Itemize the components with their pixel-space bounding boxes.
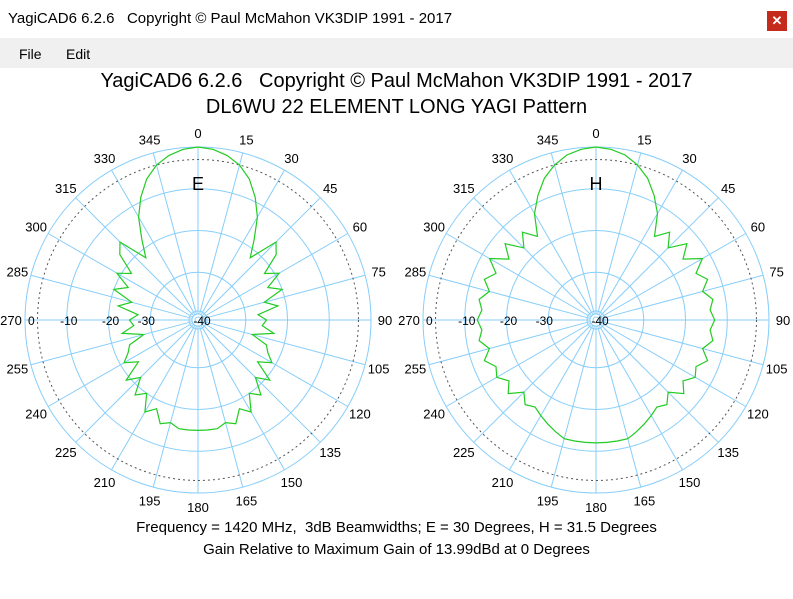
angle-label: 150 — [679, 475, 701, 490]
angle-label: 105 — [368, 361, 390, 376]
chart-header-title: YagiCAD6 6.2.6 Copyright © Paul McMahon … — [100, 70, 693, 92]
angle-label: 240 — [25, 407, 47, 422]
title-bar: YagiCAD6 6.2.6 Copyright © Paul McMahon … — [0, 0, 793, 38]
angle-label: 150 — [281, 475, 303, 490]
angle-label: 315 — [55, 181, 77, 196]
angle-label: 315 — [453, 181, 475, 196]
angle-label: 255 — [405, 361, 427, 376]
halfpower-ring — [435, 159, 757, 481]
ring-label: -40 — [591, 314, 609, 328]
chart-footer-gain: Gain Relative to Maximum Gain of 13.99dB… — [203, 541, 590, 558]
grid-ring — [464, 188, 728, 452]
grid-ring — [589, 313, 603, 327]
grid-ring-inner — [194, 316, 202, 324]
angle-label: 225 — [55, 445, 77, 460]
angle-label: 195 — [139, 494, 161, 509]
angle-label: 195 — [537, 494, 559, 509]
grid-ring — [506, 230, 686, 410]
angle-label: 330 — [94, 151, 116, 166]
angle-label: 135 — [717, 445, 739, 460]
window-title: YagiCAD6 6.2.6 Copyright © Paul McMahon … — [8, 10, 453, 27]
close-icon[interactable]: ✕ — [767, 11, 787, 31]
menu-file[interactable]: File — [19, 46, 42, 62]
grid-ring — [547, 271, 645, 369]
ring-label: -30 — [536, 314, 554, 328]
pattern-curve-E — [112, 146, 284, 432]
chart-header-subtitle: DL6WU 22 ELEMENT LONG YAGI Pattern — [205, 96, 588, 118]
ring-label: -10 — [458, 314, 476, 328]
angle-label: 15 — [637, 132, 651, 147]
angle-label: 15 — [239, 132, 253, 147]
ring-label: 0 — [426, 314, 433, 328]
grid-ring — [149, 271, 247, 369]
angle-label: 0 — [592, 126, 599, 141]
angle-label: 165 — [634, 494, 656, 509]
angle-label: 135 — [319, 445, 341, 460]
angle-label: 255 — [7, 361, 29, 376]
menu-edit[interactable]: Edit — [66, 46, 91, 62]
angle-label: 120 — [747, 407, 769, 422]
angle-label: 45 — [323, 181, 337, 196]
grid-ring-inner — [592, 316, 600, 324]
angle-label: 270 — [398, 313, 420, 328]
angle-label: 300 — [25, 220, 47, 235]
plane-label-H: H — [590, 174, 603, 194]
angle-label: 180 — [187, 500, 209, 515]
angle-label: 75 — [371, 265, 385, 280]
ring-label: -20 — [500, 314, 518, 328]
angle-label: 270 — [0, 313, 22, 328]
angle-label: 120 — [349, 407, 371, 422]
angle-label: 285 — [7, 265, 29, 280]
ring-label: 0 — [28, 314, 35, 328]
plane-label-E: E — [192, 174, 204, 194]
chart-footer-frequency: Frequency = 1420 MHz, 3dB Beamwidths; E … — [136, 519, 657, 536]
grid-ring — [191, 313, 205, 327]
grid-ring — [108, 230, 288, 410]
angle-label: 30 — [682, 151, 696, 166]
angle-label: 105 — [766, 361, 788, 376]
angle-label: 240 — [423, 407, 445, 422]
menu-bar: File Edit — [0, 38, 793, 68]
angle-label: 30 — [284, 151, 298, 166]
halfpower-ring — [37, 159, 359, 481]
angle-label: 330 — [492, 151, 514, 166]
angle-label: 300 — [423, 220, 445, 235]
angle-label: 210 — [94, 475, 116, 490]
angle-label: 60 — [353, 220, 367, 235]
angle-label: 210 — [492, 475, 514, 490]
angle-label: 45 — [721, 181, 735, 196]
ring-label: -20 — [102, 314, 120, 328]
angle-label: 75 — [769, 265, 783, 280]
grid-ring — [66, 188, 330, 452]
angle-label: 0 — [194, 126, 201, 141]
angle-label: 285 — [405, 265, 427, 280]
ring-label: -30 — [138, 314, 156, 328]
angle-label: 225 — [453, 445, 475, 460]
ring-label: -10 — [60, 314, 78, 328]
angle-label: 90 — [776, 313, 790, 328]
ring-label: -40 — [193, 314, 211, 328]
angle-label: 90 — [378, 313, 392, 328]
angle-label: 180 — [585, 500, 607, 515]
grid-ring-inner — [188, 310, 208, 330]
angle-label: 345 — [139, 132, 161, 147]
angle-label: 345 — [537, 132, 559, 147]
angle-label: 60 — [751, 220, 765, 235]
grid-ring-inner — [586, 310, 606, 330]
pattern-curve-H — [476, 146, 716, 444]
angle-label: 165 — [236, 494, 258, 509]
